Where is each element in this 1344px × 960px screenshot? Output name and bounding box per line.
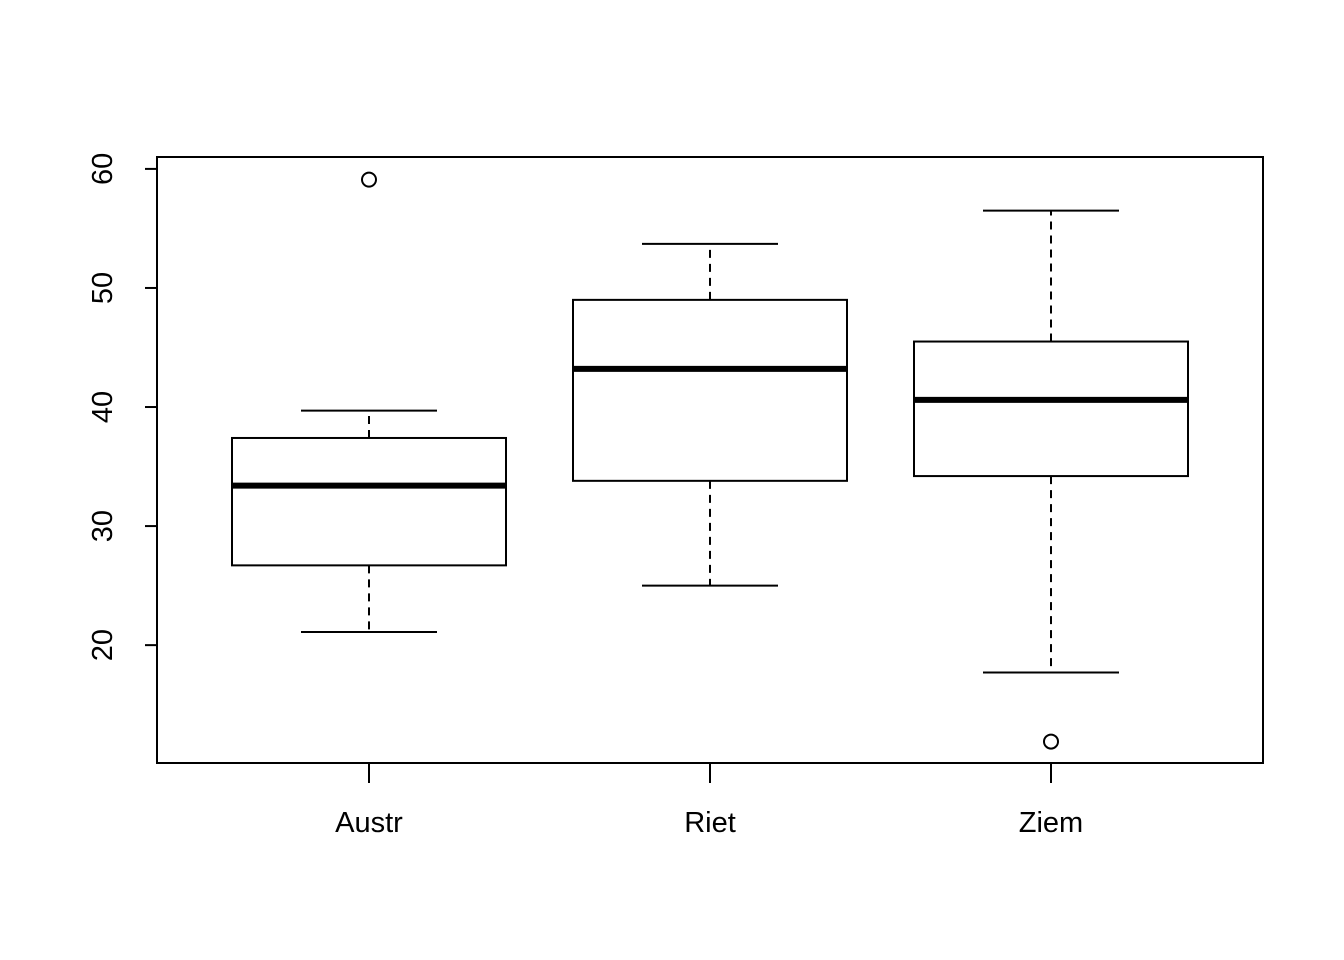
x-tick-label: Riet (684, 807, 736, 839)
x-tick-label: Austr (335, 807, 403, 839)
y-tick-label: 50 (87, 272, 119, 304)
y-tick-label: 60 (87, 153, 119, 185)
box (572, 298, 848, 482)
y-tick-label: 40 (87, 391, 119, 423)
x-tick-label: Ziem (1019, 807, 1083, 839)
y-tick-label: 20 (87, 629, 119, 661)
outlier (361, 171, 377, 188)
outlier (1043, 733, 1059, 750)
box (231, 436, 507, 567)
y-tick-label: 30 (87, 510, 119, 542)
box (913, 340, 1189, 478)
